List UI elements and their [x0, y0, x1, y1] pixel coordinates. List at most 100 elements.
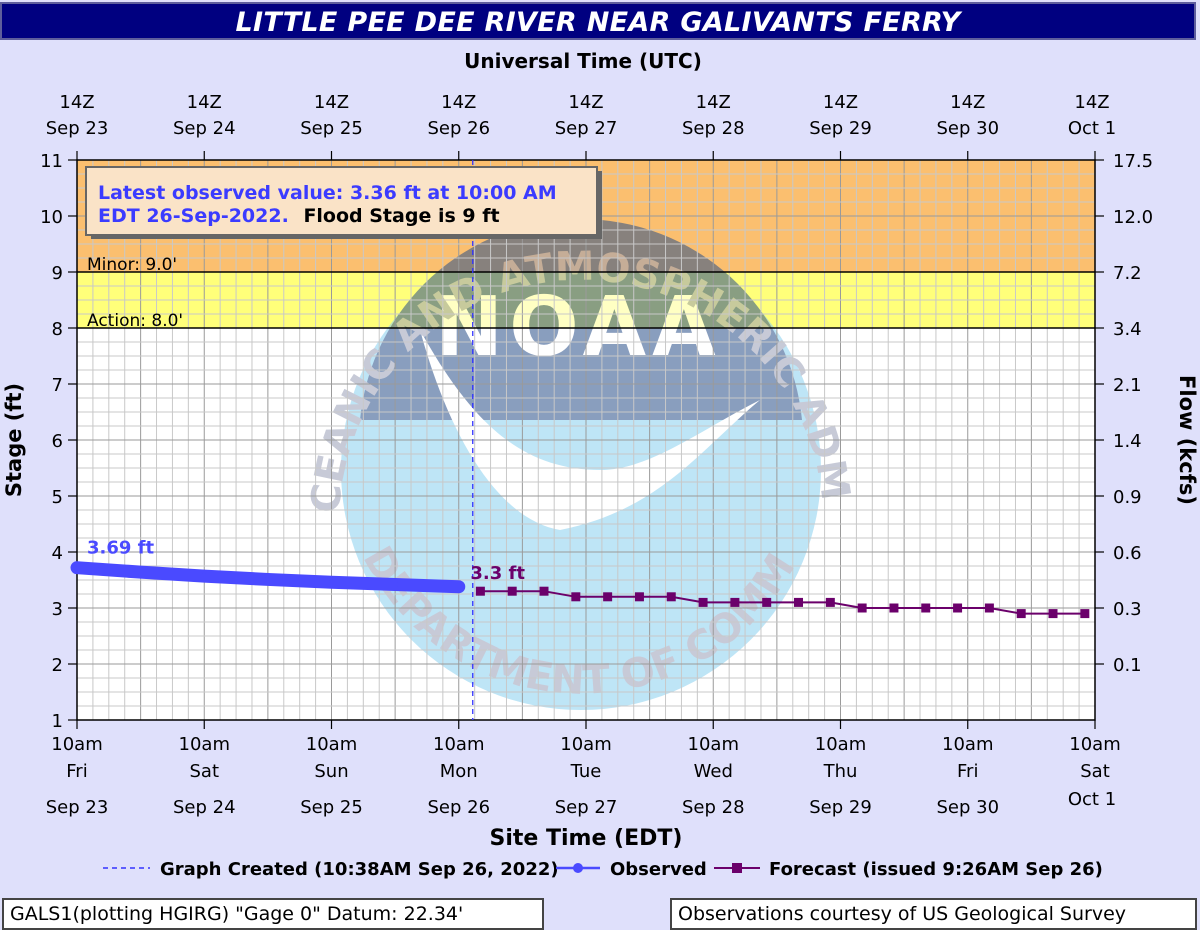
top-tick-hour: 14Z [568, 92, 603, 113]
y-axis-right-title: Flow (kcfs) [1175, 375, 1199, 505]
right-tick-label: 12.0 [1113, 207, 1153, 228]
right-tick-label: 0.3 [1113, 599, 1142, 620]
observed-start-label: 3.69 ft [87, 538, 155, 559]
top-tick-hour: 14Z [314, 92, 349, 113]
forecast-point [698, 597, 708, 607]
latest-observation-box: Latest observed value: 3.36 ft at 10:00 … [85, 166, 602, 239]
left-tick-label: 3 [52, 599, 63, 620]
left-tick-label: 9 [52, 263, 63, 284]
top-tick-hour: 14Z [59, 92, 94, 113]
bottom-tick-time: 10am [51, 734, 102, 755]
forecast-point [1080, 609, 1090, 619]
right-tick-label: 1.4 [1113, 431, 1142, 452]
info-box-line2-date: EDT 26-Sep-2022. [98, 205, 289, 227]
watermark-gull-icon [420, 330, 760, 530]
attribution-footer: Observations courtesy of US Geological S… [670, 898, 1197, 930]
left-tick-label: 2 [52, 655, 63, 676]
info-box-line2: EDT 26-Sep-2022. Flood Stage is 9 ft [98, 205, 500, 227]
right-tick-label: 0.1 [1113, 655, 1142, 676]
observed-point [137, 569, 144, 576]
observed-point [74, 564, 80, 571]
observed-point [201, 573, 208, 580]
bottom-tick-time: 10am [815, 734, 866, 755]
right-tick-label: 17.5 [1113, 151, 1153, 172]
legend-observed-marker [573, 863, 583, 873]
forecast-point [1016, 609, 1026, 619]
title-bar: LITTLE PEE DEE RIVER NEAR GALIVANTS FERR… [0, 2, 1196, 40]
top-tick-date: Sep 25 [300, 118, 363, 139]
grid-lines [77, 160, 1095, 720]
threshold-label-action: Action: 8.0' [87, 311, 183, 331]
forecast-point [475, 586, 485, 596]
top-tick-date: Sep 27 [555, 118, 618, 139]
bottom-tick-day: Fri [957, 761, 978, 782]
top-tick-date: Sep 26 [427, 118, 490, 139]
forecast-point [603, 592, 613, 602]
series-layer: 3.69 ft 3.3 ft [70, 160, 1090, 720]
left-tick-label: 6 [52, 431, 63, 452]
bottom-tick-date: Sep 26 [427, 797, 490, 818]
threshold-label-minor: Minor: 9.0' [87, 255, 177, 275]
legend-forecast-label: Forecast (issued 9:26AM Sep 26) [769, 859, 1103, 880]
x-axis-title: Site Time (EDT) [490, 826, 683, 851]
forecast-point [984, 603, 994, 613]
top-tick-date: Sep 24 [173, 118, 236, 139]
forecast-point [539, 586, 549, 596]
top-tick-hour: 14Z [441, 92, 476, 113]
left-tick-label: 7 [52, 375, 63, 396]
bottom-tick-date: Sep 23 [46, 797, 109, 818]
chart-title: LITTLE PEE DEE RIVER NEAR GALIVANTS FERR… [235, 7, 961, 38]
top-tick-date: Sep 28 [682, 118, 745, 139]
legend-forecast-marker [732, 863, 742, 873]
top-axis-title: Universal Time (UTC) [464, 49, 702, 73]
bottom-tick-date: Sep 29 [809, 797, 872, 818]
info-box-line1: Latest observed value: 3.36 ft at 10:00 … [98, 182, 557, 204]
top-tick-hour: 14Z [696, 92, 731, 113]
top-tick-date: Oct 1 [1068, 118, 1116, 139]
forecast-point [794, 597, 804, 607]
forecast-point [825, 597, 835, 607]
left-tick-label: 1 [52, 711, 63, 732]
attribution-footer-text: Observations courtesy of US Geological S… [678, 903, 1127, 925]
bottom-tick-day: Wed [694, 761, 733, 782]
top-tick-date: Sep 30 [936, 118, 999, 139]
bottom-tick-day: Fri [66, 761, 87, 782]
right-tick-label: 3.4 [1113, 319, 1142, 340]
top-tick-hour: 14Z [1074, 92, 1109, 113]
legend-observed-label: Observed [610, 859, 707, 880]
bottom-tick-day: Sat [1080, 761, 1110, 782]
bottom-tick-day: Sat [189, 761, 219, 782]
forecast-point [857, 603, 867, 613]
datum-footer-text: GALS1(plotting HGIRG) "Gage 0" Datum: 22… [10, 903, 464, 925]
axis-ticks: 1 2 3 4 5 6 7 8 9 10 11 0.1 0.3 0.6 0.9 1.4 2.1 3.4 7.2 12.… [40, 92, 1153, 818]
flood-thresholds: Minor: 9.0' Action: 8.0' [77, 255, 1095, 331]
forecast-point [953, 603, 963, 613]
bottom-tick-time: 10am [179, 734, 230, 755]
right-tick-label: 0.9 [1113, 487, 1142, 508]
bottom-tick-time: 10am [942, 734, 993, 755]
right-tick-label: 7.2 [1113, 263, 1142, 284]
legend-created-label: Graph Created (10:38AM Sep 26, 2022) [160, 859, 559, 880]
bottom-tick-time: 10am [1069, 734, 1120, 755]
observed-point [264, 576, 271, 583]
left-tick-label: 11 [40, 151, 63, 172]
forecast-point [571, 592, 581, 602]
bottom-tick-date: Sep 30 [936, 797, 999, 818]
forecast-point [666, 592, 676, 602]
forecast-point [762, 597, 772, 607]
top-tick-date: Sep 23 [46, 118, 109, 139]
left-tick-label: 5 [52, 487, 63, 508]
right-tick-label: 0.6 [1113, 543, 1142, 564]
bottom-tick-date: Sep 25 [300, 797, 363, 818]
top-tick-hour: 14Z [823, 92, 858, 113]
bottom-tick-time: 10am [688, 734, 739, 755]
forecast-point [1048, 609, 1058, 619]
forecast-line [480, 590, 1085, 615]
legend: Graph Created (10:38AM Sep 26, 2022) Obs… [103, 859, 1103, 880]
forecast-point [507, 586, 517, 596]
observed-point [392, 581, 399, 588]
forecast-point [730, 597, 740, 607]
left-tick-label: 8 [52, 319, 63, 340]
bottom-tick-date: Oct 1 [1068, 789, 1116, 810]
info-box-background [85, 166, 598, 236]
